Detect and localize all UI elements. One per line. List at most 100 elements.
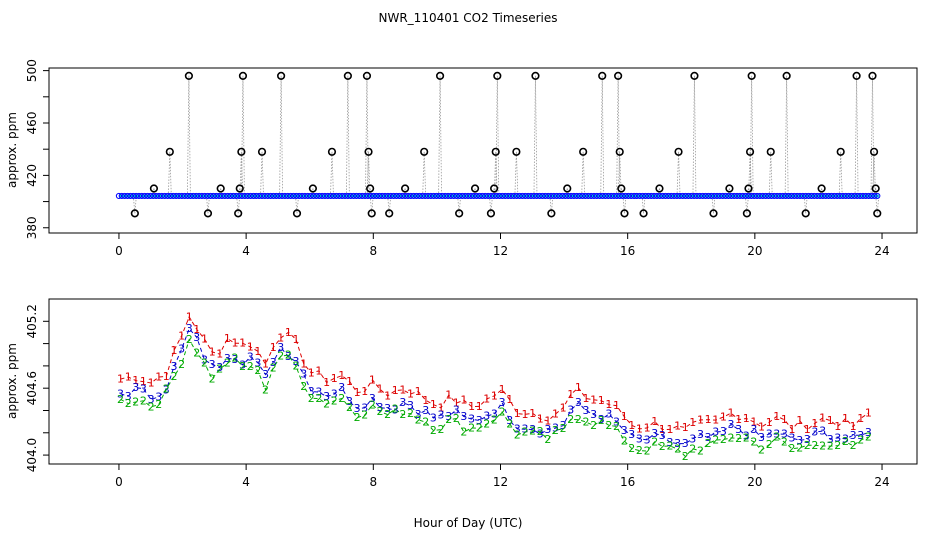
baseline-point — [590, 192, 598, 200]
baseline-point — [141, 192, 148, 200]
baseline-point — [693, 192, 701, 200]
spike-point — [149, 184, 159, 193]
series-point-3: 3 — [186, 322, 193, 335]
spike-point — [486, 209, 496, 218]
baseline-point — [668, 192, 675, 200]
spike-connector — [188, 75, 191, 196]
spike-point — [184, 71, 193, 80]
bottom-y-tick-label: 404.0 — [25, 438, 39, 472]
top-y-tick-label: 380 — [25, 216, 39, 239]
series-point-3: 3 — [308, 385, 315, 398]
baseline-point — [184, 192, 191, 200]
baseline-point — [153, 192, 160, 200]
series-point-3: 3 — [789, 432, 796, 445]
spike-connector — [856, 75, 859, 196]
series-point-3: 3 — [865, 426, 872, 439]
series-point-1: 1 — [277, 332, 284, 345]
baseline-point — [247, 192, 254, 200]
baseline-point — [513, 192, 520, 200]
series-point-2: 2 — [651, 435, 658, 448]
baseline-point — [313, 192, 320, 200]
baseline-point — [213, 192, 220, 200]
baseline-point — [699, 192, 706, 200]
spike-connector — [840, 151, 843, 196]
series-point-1: 1 — [522, 408, 529, 421]
series-point-2: 2 — [636, 444, 643, 457]
series-point-3: 3 — [232, 353, 239, 366]
series-point-3: 3 — [216, 361, 223, 374]
baseline-point — [456, 192, 463, 200]
series-point-1: 1 — [842, 412, 849, 425]
spike-point — [165, 147, 174, 156]
series-point-1: 1 — [636, 422, 643, 435]
bottom-y-tick-label: 404.6 — [25, 371, 39, 405]
series-point-3: 3 — [262, 368, 269, 381]
baseline-point — [562, 192, 569, 200]
baseline-point — [170, 192, 177, 200]
baseline-point — [496, 192, 503, 200]
baseline-point — [290, 192, 297, 200]
series-point-3: 3 — [850, 429, 857, 442]
baseline-point — [339, 192, 346, 200]
series-point-2: 2 — [354, 411, 361, 424]
series-point-2: 2 — [277, 350, 284, 363]
series-point-1: 1 — [178, 329, 185, 342]
baseline-point — [261, 192, 268, 200]
series-point-2: 2 — [689, 442, 696, 455]
spike-point — [420, 147, 429, 156]
series-point-1: 1 — [819, 412, 826, 425]
series-point-1: 1 — [834, 420, 841, 433]
baseline-point — [630, 192, 638, 200]
spike-point — [873, 209, 882, 218]
baseline-point — [736, 192, 744, 200]
series-point-1: 1 — [369, 373, 376, 386]
series-point-1: 1 — [392, 384, 399, 397]
baseline-point — [430, 192, 437, 200]
baseline-point — [138, 192, 145, 200]
baseline-point — [645, 192, 652, 200]
baseline-point — [579, 192, 586, 200]
baseline-point — [533, 192, 540, 200]
series-point-3: 3 — [804, 433, 811, 446]
spike-connector — [365, 75, 368, 196]
spike-point — [343, 71, 352, 80]
series-point-2: 2 — [583, 416, 590, 429]
spike-point — [639, 209, 648, 218]
series-point-3: 3 — [514, 422, 521, 435]
series-point-1: 1 — [628, 419, 635, 432]
spike-connector — [242, 75, 245, 196]
series-point-1: 1 — [384, 389, 391, 402]
baseline-point — [187, 192, 194, 200]
spike-point — [435, 71, 445, 80]
baseline-point — [224, 192, 231, 200]
baseline-point — [144, 192, 151, 200]
spike-connector — [496, 75, 500, 196]
spike-connector — [186, 75, 190, 196]
baseline-point — [822, 192, 829, 200]
series-point-1: 1 — [491, 389, 498, 402]
series-point-3: 3 — [140, 382, 147, 395]
series-point-2: 2 — [705, 437, 712, 450]
baseline-point — [596, 192, 603, 200]
spike-point — [385, 209, 394, 218]
series-point-3: 3 — [522, 423, 529, 436]
top-connector-lines — [132, 75, 880, 214]
top-x-tick-label: 24 — [874, 244, 889, 258]
baseline-point — [473, 192, 480, 200]
baseline-point — [490, 192, 497, 200]
series-point-1: 1 — [529, 407, 536, 420]
series-point-2: 2 — [560, 422, 567, 435]
top-x-tick-label: 4 — [242, 244, 250, 258]
series-point-2: 2 — [254, 364, 261, 377]
baseline-point — [393, 192, 400, 200]
spike-connector — [581, 151, 584, 196]
bottom-y-axis: 404.0 404.6 405.2 — [25, 304, 49, 472]
baseline-point — [871, 192, 878, 200]
spike-point — [216, 184, 225, 193]
baseline-point — [539, 192, 546, 200]
spike-connector — [241, 75, 244, 196]
series-point-2: 2 — [819, 440, 826, 453]
baseline-point — [796, 192, 804, 200]
baseline-point — [676, 192, 683, 200]
spike-point — [655, 184, 664, 193]
